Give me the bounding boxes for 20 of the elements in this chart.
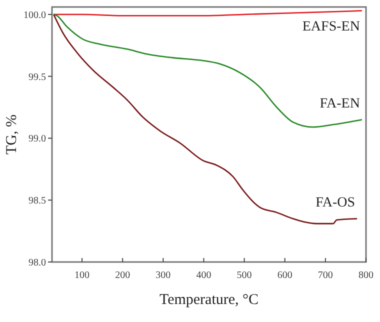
x-tick-label: 600	[277, 270, 292, 281]
x-tick-label: 400	[196, 270, 212, 281]
series-label: EAFS-EN	[302, 20, 360, 35]
y-tick-label: 99.5	[28, 72, 46, 83]
line-series	[52, 14, 358, 224]
x-tick-label: 100	[74, 270, 90, 281]
y-tick-label: 98.0	[28, 258, 46, 268]
y-tick-label: 99.0	[28, 134, 46, 145]
y-tick-label: 98.5	[28, 196, 46, 207]
x-tick-label: 500	[236, 270, 252, 281]
series-label: FA-OS	[316, 196, 356, 211]
x-axis-title: Temperature, °C	[159, 292, 259, 308]
x-tick-label: 200	[115, 270, 130, 281]
x-tick-label: 700	[318, 270, 333, 281]
line-series	[52, 14, 363, 128]
series-label: FA-EN	[320, 96, 360, 112]
x-tick-label: 300	[156, 270, 171, 281]
y-axis-title: TG, %	[4, 114, 20, 154]
x-tick-label: 800	[358, 270, 374, 281]
y-tick-label: 100.0	[24, 10, 46, 21]
